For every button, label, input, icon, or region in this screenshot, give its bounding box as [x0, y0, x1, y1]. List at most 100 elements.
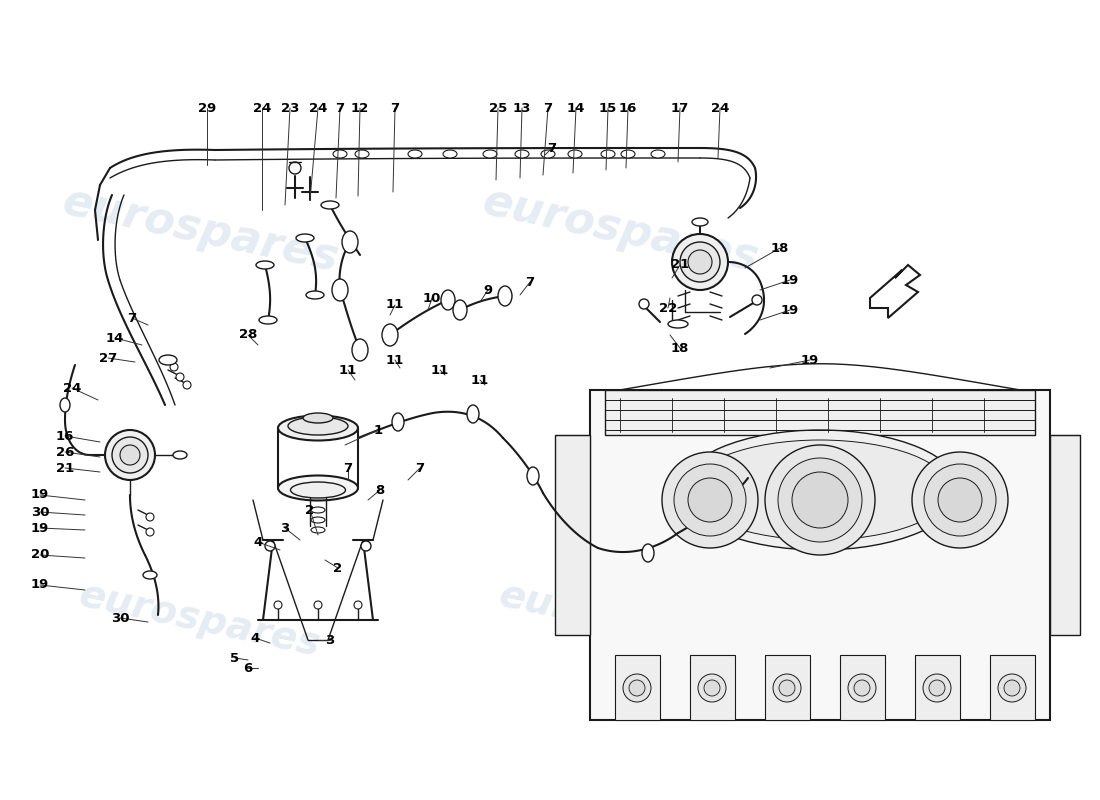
Ellipse shape [173, 451, 187, 459]
Text: eurospares: eurospares [76, 576, 324, 664]
Ellipse shape [333, 150, 346, 158]
Text: 7: 7 [548, 142, 557, 154]
Circle shape [354, 601, 362, 609]
Circle shape [662, 452, 758, 548]
Circle shape [289, 162, 301, 174]
Ellipse shape [302, 413, 333, 423]
Text: 3: 3 [280, 522, 289, 534]
Circle shape [938, 478, 982, 522]
Text: 24: 24 [711, 102, 729, 114]
Text: 7: 7 [416, 462, 425, 474]
Text: 24: 24 [63, 382, 81, 394]
Circle shape [923, 674, 952, 702]
Text: 9: 9 [483, 283, 493, 297]
Ellipse shape [288, 417, 348, 435]
Text: 7: 7 [543, 102, 552, 114]
Circle shape [112, 437, 148, 473]
Circle shape [170, 363, 178, 371]
Bar [840, 655, 886, 720]
Ellipse shape [642, 544, 654, 562]
Text: 25: 25 [488, 102, 507, 114]
Text: 19: 19 [31, 522, 50, 534]
Text: 20: 20 [31, 549, 50, 562]
Text: 7: 7 [336, 102, 344, 114]
Text: 14: 14 [566, 102, 585, 114]
Circle shape [792, 472, 848, 528]
Ellipse shape [311, 517, 324, 523]
Circle shape [680, 242, 720, 282]
Ellipse shape [256, 261, 274, 269]
Ellipse shape [680, 430, 960, 550]
Circle shape [361, 541, 371, 551]
Circle shape [146, 528, 154, 536]
Ellipse shape [355, 150, 368, 158]
Text: 8: 8 [375, 483, 385, 497]
Circle shape [778, 458, 862, 542]
Circle shape [265, 541, 275, 551]
Ellipse shape [453, 300, 468, 320]
Ellipse shape [311, 527, 324, 533]
Ellipse shape [568, 150, 582, 158]
Ellipse shape [258, 316, 277, 324]
Ellipse shape [278, 415, 358, 441]
Text: 2: 2 [306, 503, 315, 517]
Text: 6: 6 [243, 662, 253, 674]
Text: 19: 19 [781, 303, 799, 317]
Text: 23: 23 [280, 102, 299, 114]
Bar [556, 435, 590, 635]
Text: 21: 21 [56, 462, 74, 474]
Ellipse shape [692, 218, 708, 226]
Ellipse shape [515, 150, 529, 158]
Circle shape [274, 601, 282, 609]
Ellipse shape [527, 467, 539, 485]
Text: 19: 19 [801, 354, 820, 366]
Text: 3: 3 [326, 634, 334, 646]
Text: eurospares: eurospares [58, 180, 342, 280]
Ellipse shape [668, 320, 688, 328]
Bar [615, 655, 660, 720]
Bar [764, 655, 810, 720]
Bar [590, 390, 1050, 720]
Bar [605, 390, 1035, 435]
Ellipse shape [332, 279, 348, 301]
Text: 24: 24 [253, 102, 272, 114]
Ellipse shape [352, 339, 368, 361]
Text: 18: 18 [671, 342, 690, 354]
Text: 22: 22 [659, 302, 678, 314]
Circle shape [1004, 680, 1020, 696]
Text: 11: 11 [386, 354, 404, 366]
Ellipse shape [60, 398, 70, 412]
Ellipse shape [690, 440, 950, 540]
Circle shape [752, 295, 762, 305]
Text: eurospares: eurospares [477, 180, 762, 280]
Circle shape [998, 674, 1026, 702]
Text: 12: 12 [351, 102, 370, 114]
Ellipse shape [306, 291, 324, 299]
Circle shape [146, 513, 154, 521]
Circle shape [854, 680, 870, 696]
Circle shape [674, 464, 746, 536]
Circle shape [314, 601, 322, 609]
Circle shape [848, 674, 876, 702]
Ellipse shape [498, 286, 512, 306]
Text: 17: 17 [671, 102, 689, 114]
Text: 16: 16 [56, 430, 74, 442]
Ellipse shape [541, 150, 556, 158]
Text: 5: 5 [230, 651, 240, 665]
Text: 16: 16 [619, 102, 637, 114]
Text: 29: 29 [198, 102, 216, 114]
Text: 11: 11 [339, 363, 358, 377]
Text: 7: 7 [343, 462, 353, 474]
Circle shape [183, 381, 191, 389]
Circle shape [773, 674, 801, 702]
Ellipse shape [290, 482, 345, 498]
Text: 19: 19 [781, 274, 799, 286]
Text: 18: 18 [771, 242, 789, 254]
Text: 1: 1 [373, 423, 383, 437]
Circle shape [104, 430, 155, 480]
Circle shape [764, 445, 875, 555]
Ellipse shape [342, 231, 358, 253]
Circle shape [672, 234, 728, 290]
Text: 30: 30 [111, 611, 130, 625]
Text: 4: 4 [253, 535, 263, 549]
